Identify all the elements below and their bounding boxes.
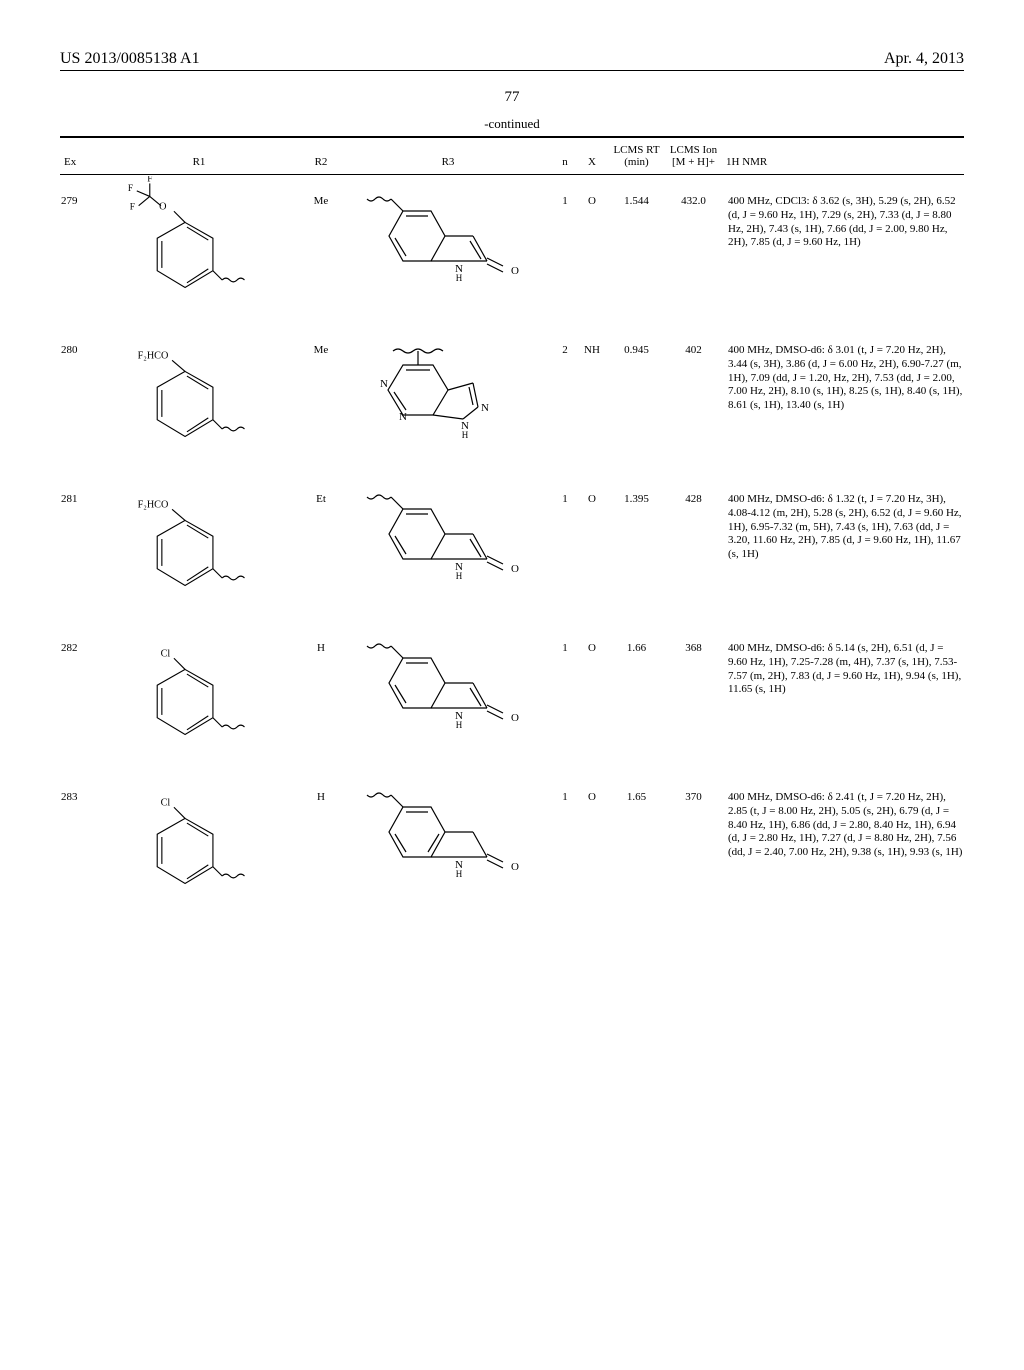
cell-r2: Et xyxy=(300,473,342,622)
cell-ex: 281 xyxy=(60,473,98,622)
col-r1: R1 xyxy=(98,138,300,175)
col-r2: R2 xyxy=(300,138,342,175)
cell-ex: 280 xyxy=(60,324,98,473)
cell-lcms-rt: 1.65 xyxy=(608,771,665,920)
cell-x: O xyxy=(576,622,608,771)
cell-r1-structure xyxy=(98,473,300,622)
patent-number: US 2013/0085138 A1 xyxy=(60,50,200,68)
cell-r3-structure xyxy=(342,324,554,473)
table-row: 281 Et 1 O 1.395 428 400 MHz, DMSO-d6: δ… xyxy=(60,473,964,622)
cell-ex: 283 xyxy=(60,771,98,920)
col-ex: Ex xyxy=(60,138,98,175)
page-header: US 2013/0085138 A1 Apr. 4, 2013 xyxy=(60,50,964,71)
cell-r3-structure xyxy=(342,622,554,771)
cell-x: NH xyxy=(576,324,608,473)
cell-n: 1 xyxy=(554,473,576,622)
cell-n: 1 xyxy=(554,771,576,920)
col-x: X xyxy=(576,138,608,175)
cell-lcms-ion: 368 xyxy=(665,622,722,771)
col-rt: LCMS RT (min) xyxy=(608,138,665,175)
table-row: 280 Me 2 NH 0.945 402 400 MHz, DMSO-d6: … xyxy=(60,324,964,473)
cell-r2: H xyxy=(300,622,342,771)
cell-r2: Me xyxy=(300,175,342,324)
cell-r3-structure xyxy=(342,771,554,920)
cell-n: 1 xyxy=(554,175,576,324)
cell-lcms-rt: 1.395 xyxy=(608,473,665,622)
cell-ex: 282 xyxy=(60,622,98,771)
cell-x: O xyxy=(576,175,608,324)
cell-lcms-rt: 0.945 xyxy=(608,324,665,473)
col-ion: LCMS Ion [M + H]+ xyxy=(665,138,722,175)
patent-page: US 2013/0085138 A1 Apr. 4, 2013 77 -cont… xyxy=(0,0,1024,1370)
cell-x: O xyxy=(576,771,608,920)
col-r3: R3 xyxy=(342,138,554,175)
cell-r1-structure xyxy=(98,175,300,324)
cell-lcms-ion: 370 xyxy=(665,771,722,920)
cell-nmr: 400 MHz, DMSO-d6: δ 2.41 (t, J = 7.20 Hz… xyxy=(722,771,964,920)
cell-r3-structure xyxy=(342,175,554,324)
cell-r1-structure xyxy=(98,771,300,920)
cell-nmr: 400 MHz, DMSO-d6: δ 1.32 (t, J = 7.20 Hz… xyxy=(722,473,964,622)
table-row: 283 H 1 O 1.65 370 400 MHz, DMSO-d6: δ 2… xyxy=(60,771,964,920)
table-caption: -continued xyxy=(60,116,964,132)
page-number: 77 xyxy=(60,89,964,106)
cell-r1-structure xyxy=(98,622,300,771)
patent-date: Apr. 4, 2013 xyxy=(884,50,964,68)
cell-x: O xyxy=(576,473,608,622)
table-row: 282 H 1 O 1.66 368 400 MHz, DMSO-d6: δ 5… xyxy=(60,622,964,771)
cell-nmr: 400 MHz, DMSO-d6: δ 5.14 (s, 2H), 6.51 (… xyxy=(722,622,964,771)
cell-r3-structure xyxy=(342,473,554,622)
table-row: 279 Me 1 O 1.544 432.0 400 MHz, CDCl3: δ… xyxy=(60,175,964,324)
compound-table: Ex R1 R2 R3 n X LCMS RT (min) LCMS Ion [… xyxy=(60,136,964,920)
cell-ex: 279 xyxy=(60,175,98,324)
col-n: n xyxy=(554,138,576,175)
cell-lcms-ion: 402 xyxy=(665,324,722,473)
cell-r1-structure xyxy=(98,324,300,473)
cell-n: 1 xyxy=(554,622,576,771)
cell-nmr: 400 MHz, CDCl3: δ 3.62 (s, 3H), 5.29 (s,… xyxy=(722,175,964,324)
cell-r2: H xyxy=(300,771,342,920)
cell-lcms-ion: 428 xyxy=(665,473,722,622)
cell-nmr: 400 MHz, DMSO-d6: δ 3.01 (t, J = 7.20 Hz… xyxy=(722,324,964,473)
cell-r2: Me xyxy=(300,324,342,473)
cell-lcms-ion: 432.0 xyxy=(665,175,722,324)
col-nmr: 1H NMR xyxy=(722,138,964,175)
cell-n: 2 xyxy=(554,324,576,473)
cell-lcms-rt: 1.544 xyxy=(608,175,665,324)
cell-lcms-rt: 1.66 xyxy=(608,622,665,771)
